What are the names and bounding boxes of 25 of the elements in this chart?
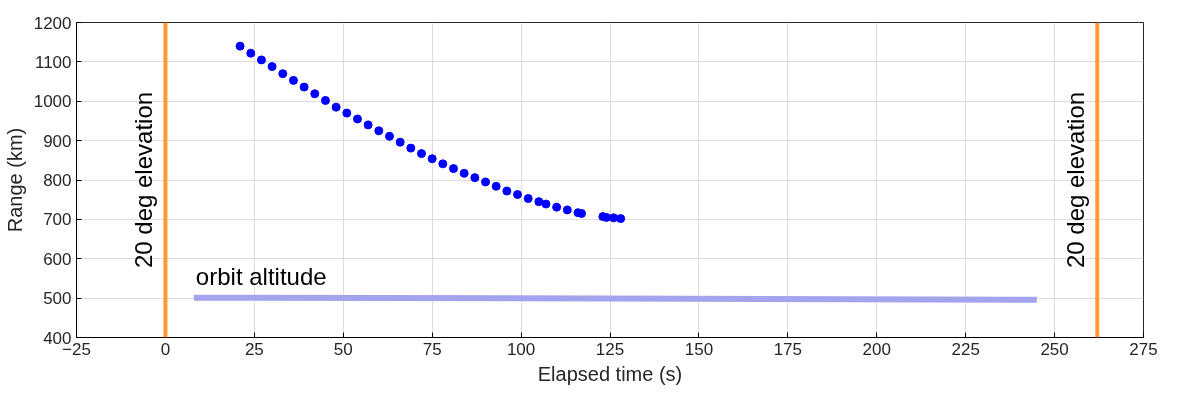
y-tick-label: 700 <box>43 210 72 230</box>
x-tick-label: 0 <box>160 339 171 359</box>
y-tick-label: 600 <box>43 249 72 269</box>
x-tick-label: 250 <box>1040 339 1069 359</box>
x-tick-label: 100 <box>506 339 536 359</box>
y-tick-label: 900 <box>43 131 72 151</box>
series-label: orbit altitude <box>195 262 327 290</box>
x-tick-label: 75 <box>422 339 442 359</box>
x-tick-label: 275 <box>1129 339 1158 359</box>
y-tick-label: 1000 <box>33 92 72 112</box>
x-tick-label: 25 <box>244 339 264 359</box>
x-tick-label: 200 <box>862 339 891 359</box>
x-axis-title: Elapsed time (s) <box>537 362 683 385</box>
y-axis-title: Range (km) <box>3 127 26 233</box>
x-tick-label: 125 <box>595 339 625 359</box>
x-tick-label: 50 <box>333 339 353 359</box>
x-tick-label: 150 <box>684 339 714 359</box>
y-tick-label: 500 <box>43 289 72 309</box>
x-tick-label: 175 <box>773 339 803 359</box>
ref-line-label: 20 deg elevation <box>1062 91 1090 269</box>
y-tick-label: 800 <box>43 171 72 190</box>
ref-line-label: 20 deg elevation <box>130 91 158 269</box>
y-tick-label: 1100 <box>34 52 72 72</box>
x-tick-label: 225 <box>951 339 980 359</box>
y-tick-label: 1200 <box>33 13 72 33</box>
